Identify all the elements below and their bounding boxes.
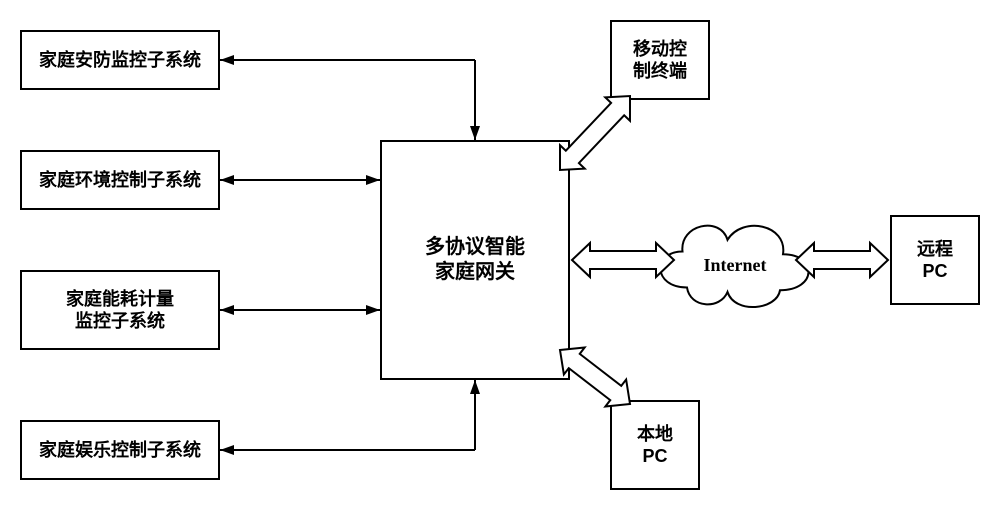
node-label: 远程 PC	[917, 238, 953, 283]
node-label: 本地 PC	[637, 423, 673, 468]
node-label: 家庭娱乐控制子系统	[39, 439, 201, 462]
node-subsystem-security: 家庭安防监控子系统	[20, 30, 220, 90]
node-label: 家庭能耗计量 监控子系统	[66, 288, 174, 333]
node-gateway: 多协议智能 家庭网关	[380, 140, 570, 380]
node-label: 多协议智能 家庭网关	[425, 235, 525, 285]
node-subsystem-energy: 家庭能耗计量 监控子系统	[20, 270, 220, 350]
node-local-pc: 本地 PC	[610, 400, 700, 490]
node-label: 家庭环境控制子系统	[39, 169, 201, 192]
node-remote-pc: 远程 PC	[890, 215, 980, 305]
node-mobile-terminal: 移动控 制终端	[610, 20, 710, 100]
node-subsystem-environment: 家庭环境控制子系统	[20, 150, 220, 210]
node-subsystem-entertainment: 家庭娱乐控制子系统	[20, 420, 220, 480]
node-label: 家庭安防监控子系统	[39, 49, 201, 72]
node-label: 移动控 制终端	[633, 38, 687, 83]
diagram-stage: 家庭安防监控子系统 家庭环境控制子系统 家庭能耗计量 监控子系统 家庭娱乐控制子…	[0, 0, 1000, 530]
svg-text:Internet: Internet	[704, 255, 767, 275]
